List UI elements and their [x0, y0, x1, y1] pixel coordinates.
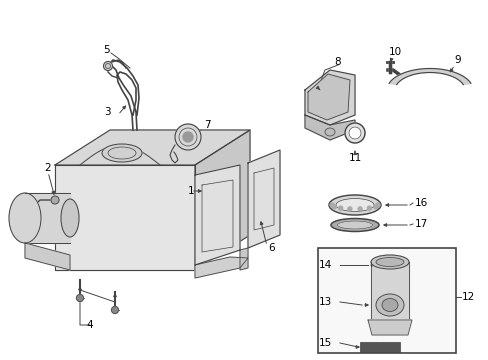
- Ellipse shape: [325, 128, 334, 136]
- Text: 17: 17: [414, 219, 427, 229]
- Polygon shape: [307, 74, 349, 120]
- Text: 2: 2: [44, 163, 51, 173]
- Ellipse shape: [337, 221, 372, 229]
- Bar: [359, 342, 399, 352]
- Ellipse shape: [183, 132, 193, 142]
- Ellipse shape: [103, 62, 112, 71]
- Ellipse shape: [102, 144, 142, 162]
- Polygon shape: [388, 68, 470, 85]
- Ellipse shape: [373, 205, 377, 209]
- Polygon shape: [367, 320, 411, 335]
- Text: 9: 9: [454, 55, 460, 65]
- Ellipse shape: [381, 298, 397, 311]
- Text: 6: 6: [267, 243, 274, 253]
- Ellipse shape: [61, 199, 79, 237]
- Text: 10: 10: [387, 47, 401, 57]
- Ellipse shape: [375, 257, 403, 266]
- Ellipse shape: [175, 124, 201, 150]
- Ellipse shape: [332, 205, 336, 209]
- Ellipse shape: [347, 207, 351, 211]
- Text: 14: 14: [318, 260, 331, 270]
- Ellipse shape: [111, 306, 118, 314]
- Ellipse shape: [329, 203, 333, 207]
- Polygon shape: [25, 243, 70, 270]
- Text: 12: 12: [461, 292, 474, 302]
- Polygon shape: [25, 193, 70, 243]
- Ellipse shape: [328, 195, 380, 215]
- Ellipse shape: [76, 294, 83, 302]
- Ellipse shape: [338, 206, 342, 210]
- Text: 3: 3: [103, 107, 110, 117]
- Ellipse shape: [51, 196, 59, 204]
- Polygon shape: [195, 165, 240, 265]
- Polygon shape: [370, 262, 408, 320]
- Ellipse shape: [348, 127, 360, 139]
- Ellipse shape: [370, 255, 408, 269]
- Polygon shape: [247, 150, 280, 248]
- Ellipse shape: [9, 193, 41, 243]
- Ellipse shape: [375, 294, 403, 316]
- Text: 5: 5: [102, 45, 109, 55]
- Ellipse shape: [375, 203, 379, 207]
- Bar: [317, 248, 455, 353]
- Polygon shape: [55, 165, 195, 270]
- Polygon shape: [240, 248, 247, 270]
- Text: 11: 11: [347, 153, 361, 163]
- Ellipse shape: [345, 123, 364, 143]
- Polygon shape: [305, 70, 354, 125]
- Text: 1: 1: [187, 186, 194, 196]
- Polygon shape: [195, 257, 247, 278]
- Text: 8: 8: [334, 57, 341, 67]
- Polygon shape: [55, 130, 249, 165]
- Text: 15: 15: [318, 338, 331, 348]
- Ellipse shape: [335, 198, 373, 212]
- Text: 4: 4: [86, 320, 93, 330]
- Ellipse shape: [330, 219, 378, 231]
- Ellipse shape: [357, 207, 362, 211]
- Ellipse shape: [366, 206, 370, 210]
- Text: 7: 7: [203, 120, 210, 130]
- Text: 13: 13: [318, 297, 331, 307]
- Text: 16: 16: [414, 198, 427, 208]
- Polygon shape: [195, 130, 249, 270]
- Polygon shape: [305, 115, 354, 140]
